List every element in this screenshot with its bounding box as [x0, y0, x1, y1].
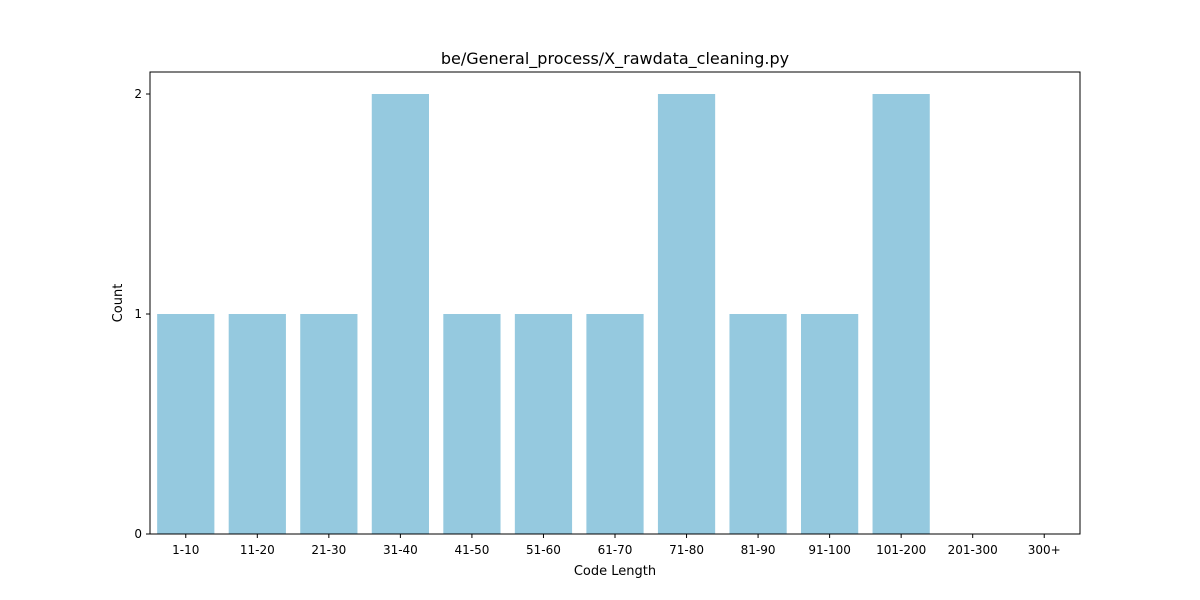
- x-tick-label: 101-200: [876, 543, 926, 557]
- x-tick-label: 51-60: [526, 543, 561, 557]
- x-tick-label: 71-80: [669, 543, 704, 557]
- y-axis-label: Count: [111, 284, 126, 323]
- x-tick-label: 81-90: [741, 543, 776, 557]
- bar-1-10: [157, 314, 215, 534]
- bar-71-80: [657, 94, 716, 534]
- plot-frame: [149, 71, 1081, 535]
- x-tick-label: 41-50: [454, 543, 489, 557]
- bar-11-20: [228, 314, 286, 534]
- x-tick-label: 21-30: [311, 543, 346, 557]
- bar-21-30: [300, 314, 358, 534]
- x-tick-label: 11-20: [240, 543, 275, 557]
- x-ticks-group: 1-10 11-20 21-30 31-40 41-50 51-60 61-70 71-80 8…: [172, 534, 1061, 557]
- chart-title: be/General_process/X_rawdata_cleaning.py: [441, 49, 789, 69]
- bar-61-70: [586, 314, 644, 534]
- x-tick-label: 300+: [1028, 543, 1061, 557]
- bar-41-50: [443, 314, 501, 534]
- bar-81-90: [729, 314, 787, 534]
- y-ticks-group: 0 1 2: [134, 87, 150, 541]
- y-tick-label: 1: [134, 307, 142, 321]
- x-tick-label: 91-100: [808, 543, 851, 557]
- x-tick-label: 201-300: [948, 543, 998, 557]
- bars-group: [157, 94, 930, 534]
- x-tick-label: 31-40: [383, 543, 418, 557]
- bar-101-200: [872, 94, 930, 534]
- y-tick-label: 2: [134, 87, 142, 101]
- bar-51-60: [514, 314, 573, 534]
- x-tick-label: 61-70: [598, 543, 633, 557]
- bar-31-40: [371, 94, 429, 534]
- y-tick-label: 0: [134, 527, 142, 541]
- x-tick-label: 1-10: [172, 543, 199, 557]
- bar-91-100: [801, 314, 859, 534]
- x-axis-label: Code Length: [574, 564, 656, 579]
